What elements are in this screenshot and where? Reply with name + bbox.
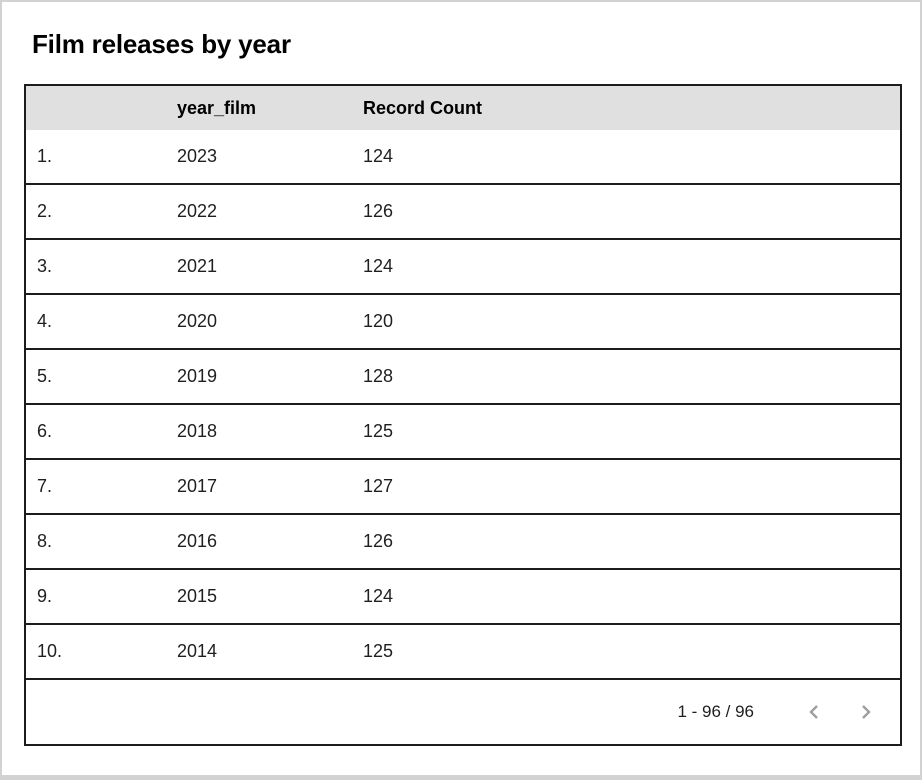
table-footer: 1 - 96 / 96 (25, 678, 901, 745)
year-film-cell: 2014 (157, 623, 343, 679)
record-count-cell: 124 (343, 238, 901, 294)
table-body: 1. 2023 124 2. 2022 126 3. 2021 124 (25, 130, 901, 679)
table-container: year_film Record Count 1. 2023 124 2. 20… (24, 84, 902, 746)
row-number-cell: 1. (25, 130, 157, 184)
pagination-prev-button[interactable] (798, 696, 830, 728)
table-row: 1. 2023 124 (25, 130, 901, 184)
table-row: 3. 2021 124 (25, 238, 901, 294)
year-film-cell: 2020 (157, 293, 343, 349)
record-count-cell: 127 (343, 458, 901, 514)
table-header: year_film Record Count (25, 85, 901, 130)
year-film-cell: 2019 (157, 348, 343, 404)
year-film-cell: 2018 (157, 403, 343, 459)
table-row: 9. 2015 124 (25, 568, 901, 624)
record-count-cell: 124 (343, 130, 901, 184)
row-number-cell: 10. (25, 623, 157, 679)
year-film-cell: 2015 (157, 568, 343, 624)
table-row: 7. 2017 127 (25, 458, 901, 514)
table-row: 10. 2014 125 (25, 623, 901, 679)
chevron-right-icon (862, 705, 871, 719)
table-row: 4. 2020 120 (25, 293, 901, 349)
chart-title: Film releases by year (32, 29, 291, 59)
header-cell-index (25, 85, 157, 130)
row-number-cell: 6. (25, 403, 157, 459)
header-cell-record-count[interactable]: Record Count (343, 85, 901, 130)
row-number-cell: 8. (25, 513, 157, 569)
film-releases-table: year_film Record Count 1. 2023 124 2. 20… (24, 84, 902, 746)
year-film-cell: 2022 (157, 183, 343, 239)
table-row: 2. 2022 126 (25, 183, 901, 239)
header-row: year_film Record Count (25, 85, 901, 130)
row-number-cell: 2. (25, 183, 157, 239)
table-row: 5. 2019 128 (25, 348, 901, 404)
record-count-cell: 120 (343, 293, 901, 349)
table-row: 6. 2018 125 (25, 403, 901, 459)
year-film-cell: 2021 (157, 238, 343, 294)
header-cell-year-film[interactable]: year_film (157, 85, 343, 130)
row-number-cell: 4. (25, 293, 157, 349)
pagination-range-label: 1 - 96 / 96 (677, 702, 754, 721)
row-number-cell: 7. (25, 458, 157, 514)
year-film-cell: 2016 (157, 513, 343, 569)
record-count-cell: 124 (343, 568, 901, 624)
row-number-cell: 3. (25, 238, 157, 294)
pagination-next-button[interactable] (850, 696, 882, 728)
table-row: 8. 2016 126 (25, 513, 901, 569)
year-film-cell: 2017 (157, 458, 343, 514)
record-count-cell: 128 (343, 348, 901, 404)
pagination: 1 - 96 / 96 (26, 696, 882, 728)
row-number-cell: 9. (25, 568, 157, 624)
record-count-cell: 125 (343, 403, 901, 459)
footer-row: 1 - 96 / 96 (25, 678, 901, 745)
record-count-cell: 125 (343, 623, 901, 679)
record-count-cell: 126 (343, 183, 901, 239)
year-film-cell: 2023 (157, 130, 343, 184)
record-count-cell: 126 (343, 513, 901, 569)
row-number-cell: 5. (25, 348, 157, 404)
chevron-left-icon (809, 705, 818, 719)
